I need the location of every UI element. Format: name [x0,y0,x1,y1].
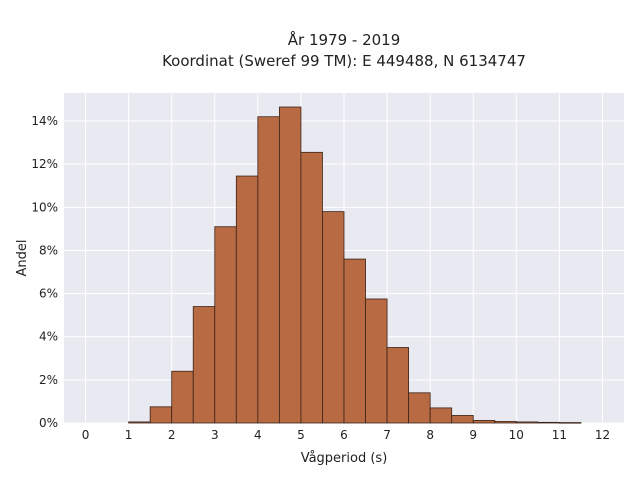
y-tick-label: 0% [39,416,58,430]
x-tick-label: 7 [383,428,391,442]
x-axis-label: Vågperiod (s) [301,451,388,466]
histogram-bar [537,421,560,424]
histogram-bar [171,370,194,424]
x-tick-label: 12 [595,428,610,442]
y-tick-label: 2% [39,373,58,387]
histogram-bar [214,226,237,424]
x-tick-label: 8 [426,428,434,442]
x-tick-label: 10 [509,428,524,442]
histogram-bar [322,211,345,424]
histogram-bar [300,151,323,424]
x-axis-ticks: 0 1 2 3 4 5 6 7 8 9 10 11 12 [82,428,610,442]
histogram-bar [386,347,410,424]
y-tick-label: 8% [39,243,58,257]
histogram-bar [408,392,431,424]
y-axis-ticks: 0% 2% 4% 6% 8% 10% 12% 14% [31,114,58,430]
x-tick-label: 0 [82,428,90,442]
histogram-bar [278,106,302,424]
x-tick-label: 6 [340,428,348,442]
y-tick-label: 10% [31,200,58,214]
histogram-bar [128,421,151,424]
histogram-bar [515,421,539,424]
y-axis-label: Andel [15,240,30,277]
histogram-bar [429,407,453,424]
histogram-bar [257,116,280,424]
x-tick-label: 2 [168,428,176,442]
histogram-bar [472,420,496,424]
chart-title-line-2: Koordinat (Sweref 99 TM): E 449488, N 61… [162,52,526,70]
histogram-bar [235,175,259,424]
chart-title-line-1: År 1979 - 2019 [288,30,401,49]
x-tick-label: 4 [254,428,262,442]
histogram-bar [494,421,517,424]
histogram-bar [558,422,582,424]
histogram-bar [343,258,366,424]
x-tick-label: 11 [552,428,567,442]
x-tick-label: 1 [125,428,133,442]
y-tick-label: 4% [39,330,58,344]
y-tick-label: 6% [39,287,58,301]
histogram-bar [192,306,216,424]
x-tick-label: 3 [211,428,219,442]
x-tick-label: 9 [469,428,477,442]
histogram-bar [365,298,388,424]
histogram-bar [451,415,474,424]
y-tick-label: 12% [31,157,58,171]
histogram-bar [149,406,173,424]
histogram-bars [128,106,582,424]
y-tick-label: 14% [31,114,58,128]
x-tick-label: 5 [297,428,305,442]
